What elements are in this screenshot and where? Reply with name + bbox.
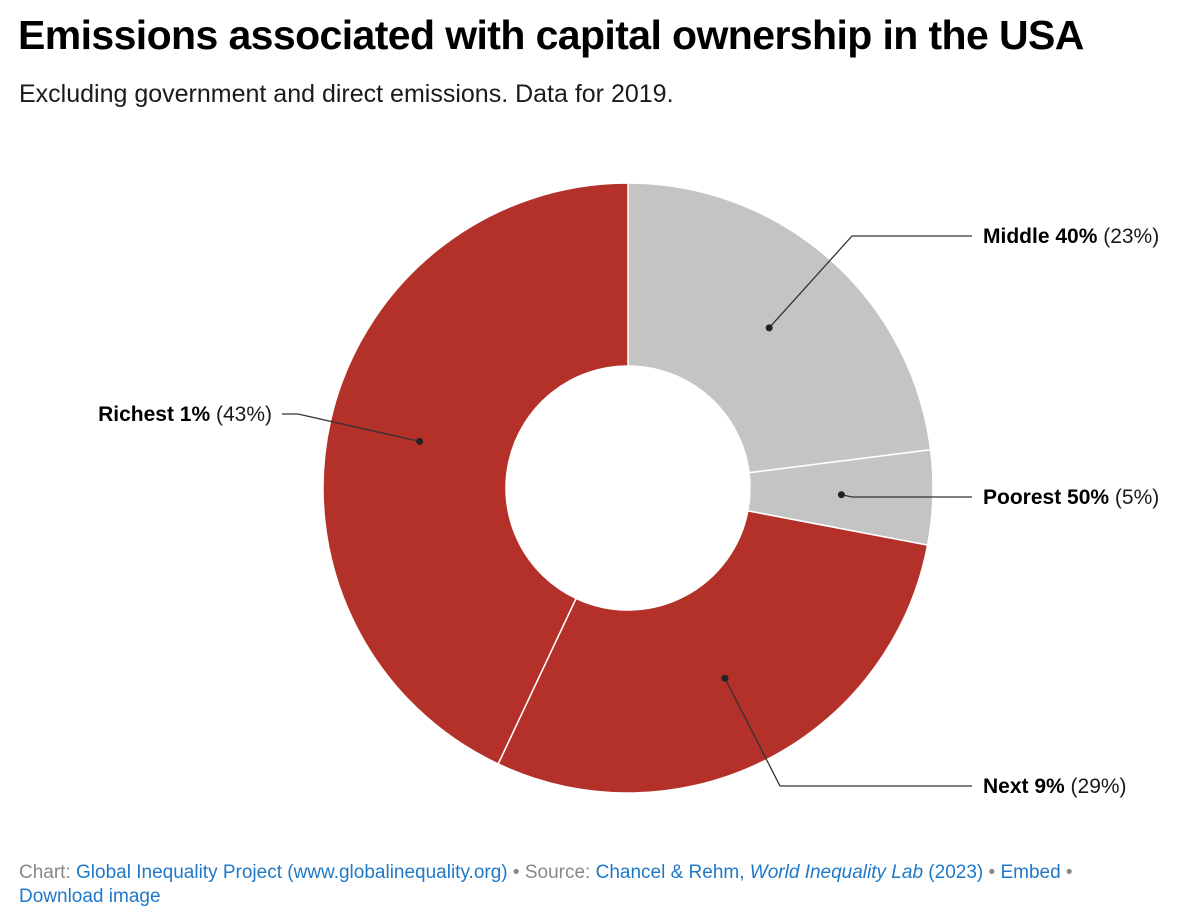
slice-value-label: (29%) [1065, 775, 1127, 798]
embed-link[interactable]: Embed [1000, 862, 1061, 883]
slice-value-label: (5%) [1109, 486, 1159, 509]
leader-dot-next-9 [721, 674, 729, 682]
slice-category-label: Poorest 50% [983, 486, 1109, 509]
footer-separator: • [988, 862, 996, 883]
slice-category-label: Richest 1% [98, 403, 210, 426]
source-year: (2023) [928, 862, 984, 883]
leader-dot-richest-1 [416, 437, 424, 445]
slice-middle-40 [627, 182, 932, 474]
chart-title: Emissions associated with capital owners… [18, 12, 1084, 58]
footer-separator: • [1065, 862, 1073, 883]
chart-footer: Chart: Global Inequality Project (www.gl… [19, 861, 1189, 909]
leader-line-next-9 [724, 677, 972, 787]
chart-subtitle: Excluding government and direct emission… [19, 80, 674, 108]
slice-category-label: Next 9% [983, 775, 1065, 798]
slice-value-label: (43%) [210, 403, 272, 426]
source-link[interactable]: Chancel & Rehm, World Inequality Lab (20… [596, 862, 984, 883]
slice-value-label: (23%) [1097, 225, 1159, 248]
source-prefix: Source: [524, 862, 591, 883]
download-image-link[interactable]: Download image [19, 886, 161, 907]
leader-dot-middle-40 [765, 324, 773, 332]
slice-category-label: Middle 40% [983, 225, 1098, 248]
leader-line-middle-40 [768, 235, 972, 329]
slice-label-next-9: Next 9% (29%) [983, 775, 1127, 798]
leader-line-poorest-50 [841, 494, 972, 498]
footer-separator: • [512, 862, 520, 883]
chart-credit-prefix: Chart: [19, 862, 71, 883]
slice-label-poorest-50: Poorest 50% (5%) [983, 486, 1159, 509]
leader-line-richest-1 [282, 413, 420, 443]
slice-richest-1 [322, 182, 629, 765]
donut-chart: Middle 40% (23%) Poorest 50% (5%) Next 9% … [98, 182, 1159, 798]
slice-label-richest-1: Richest 1% (43%) [98, 403, 272, 426]
source-authors: Chancel & Rehm, [595, 862, 745, 883]
chart-credit-link[interactable]: Global Inequality Project (www.globaline… [76, 862, 508, 883]
source-publication: World Inequality Lab [749, 862, 924, 883]
slice-label-middle-40: Middle 40% (23%) [983, 225, 1159, 248]
leader-dot-poorest-50 [837, 491, 845, 499]
slice-next-9 [497, 509, 929, 794]
